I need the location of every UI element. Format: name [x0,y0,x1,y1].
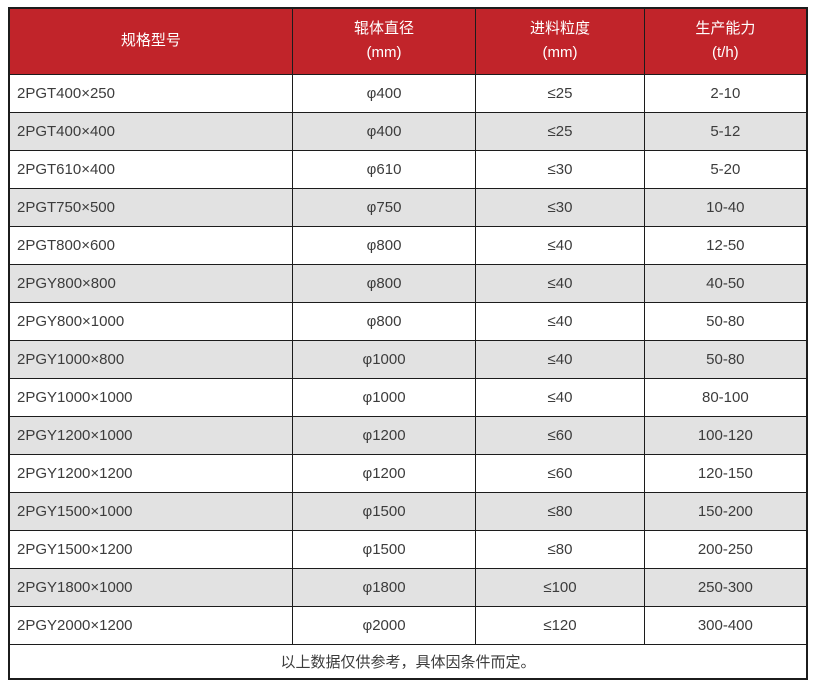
value-cell: 200-250 [643,529,808,569]
value-cell: φ800 [291,263,477,303]
value-cell: 80-100 [643,377,808,417]
model-cell: 2PGT400×250 [8,73,293,113]
value-cell: φ1000 [291,377,477,417]
value-cell: ≤40 [475,301,645,341]
value-cell: ≤25 [475,111,645,151]
value-cell: φ1200 [291,453,477,493]
table-row: 2PGY2000×1200 φ2000 ≤120 300-400 [8,605,808,645]
model-cell: 2PGY2000×1200 [8,605,293,645]
model-cell: 2PGY800×800 [8,263,293,303]
value-cell: φ1000 [291,339,477,379]
value-cell: 50-80 [643,339,808,379]
model-cell: 2PGY1000×1000 [8,377,293,417]
value-cell: ≤40 [475,225,645,265]
value-cell: 250-300 [643,567,808,607]
table-footer: 以上数据仅供参考，具体因条件而定。 [8,643,808,680]
table-row: 2PGY1000×1000 φ1000 ≤40 80-100 [8,377,808,417]
value-cell: 10-40 [643,187,808,227]
table-footnote: 以上数据仅供参考，具体因条件而定。 [8,643,808,680]
value-cell: ≤40 [475,377,645,417]
value-cell: φ400 [291,73,477,113]
value-cell: 50-80 [643,301,808,341]
table-row: 2PGY1000×800 φ1000 ≤40 50-80 [8,339,808,379]
value-cell: 150-200 [643,491,808,531]
table-row: 2PGY1500×1000 φ1500 ≤80 150-200 [8,491,808,531]
table-row: 2PGY800×800 φ800 ≤40 40-50 [8,263,808,303]
table-row: 2PGT800×600 φ800 ≤40 12-50 [8,225,808,265]
value-cell: ≤25 [475,73,645,113]
value-cell: φ1800 [291,567,477,607]
table-body: 2PGT400×250 φ400 ≤25 2-10 2PGT400×400 φ400 ≤25… [8,73,808,645]
table-row: 2PGY1200×1200 φ1200 ≤60 120-150 [8,453,808,493]
value-cell: φ610 [291,149,477,189]
value-cell: ≤60 [475,415,645,455]
column-header: 生产能力 (t/h) [643,7,808,75]
table-row: 2PGT750×500 φ750 ≤30 10-40 [8,187,808,227]
model-cell: 2PGT400×400 [8,111,293,151]
value-cell: 2-10 [643,73,808,113]
table-row: 2PGY800×1000 φ800 ≤40 50-80 [8,301,808,341]
column-header: 进料粒度 (mm) [475,7,645,75]
value-cell: φ400 [291,111,477,151]
spec-table: 规格型号 辊体直径 (mm) 进料粒度 (mm) 生产能力 (t/h) 2PGT400×25… [8,7,808,680]
value-cell: ≤40 [475,339,645,379]
model-cell: 2PGY1500×1200 [8,529,293,569]
value-cell: 5-20 [643,149,808,189]
value-cell: ≤80 [475,529,645,569]
value-cell: φ1200 [291,415,477,455]
value-cell: 40-50 [643,263,808,303]
value-cell: ≤60 [475,453,645,493]
header-row: 规格型号 辊体直径 (mm) 进料粒度 (mm) 生产能力 (t/h) [8,7,808,75]
value-cell: ≤100 [475,567,645,607]
table-row: 2PGT400×250 φ400 ≤25 2-10 [8,73,808,113]
value-cell: ≤120 [475,605,645,645]
model-cell: 2PGY1000×800 [8,339,293,379]
value-cell: 120-150 [643,453,808,493]
column-header: 辊体直径 (mm) [291,7,477,75]
value-cell: 12-50 [643,225,808,265]
table-row: 2PGY1200×1000 φ1200 ≤60 100-120 [8,415,808,455]
model-cell: 2PGT800×600 [8,225,293,265]
model-cell: 2PGY1800×1000 [8,567,293,607]
table-row: 2PGT400×400 φ400 ≤25 5-12 [8,111,808,151]
model-cell: 2PGY1200×1200 [8,453,293,493]
value-cell: ≤80 [475,491,645,531]
table-row: 2PGY1800×1000 φ1800 ≤100 250-300 [8,567,808,607]
value-cell: ≤30 [475,149,645,189]
value-cell: 300-400 [643,605,808,645]
model-cell: 2PGT750×500 [8,187,293,227]
value-cell: φ800 [291,225,477,265]
value-cell: φ800 [291,301,477,341]
model-cell: 2PGY1500×1000 [8,491,293,531]
model-cell: 2PGY800×1000 [8,301,293,341]
column-header: 规格型号 [8,7,293,75]
value-cell: φ1500 [291,491,477,531]
value-cell: φ2000 [291,605,477,645]
value-cell: φ750 [291,187,477,227]
value-cell: 5-12 [643,111,808,151]
value-cell: 100-120 [643,415,808,455]
model-cell: 2PGT610×400 [8,149,293,189]
model-cell: 2PGY1200×1000 [8,415,293,455]
table-row: 2PGT610×400 φ610 ≤30 5-20 [8,149,808,189]
table-header: 规格型号 辊体直径 (mm) 进料粒度 (mm) 生产能力 (t/h) [8,7,808,75]
footnote-row: 以上数据仅供参考，具体因条件而定。 [8,643,808,680]
table-row: 2PGY1500×1200 φ1500 ≤80 200-250 [8,529,808,569]
value-cell: ≤40 [475,263,645,303]
value-cell: ≤30 [475,187,645,227]
value-cell: φ1500 [291,529,477,569]
